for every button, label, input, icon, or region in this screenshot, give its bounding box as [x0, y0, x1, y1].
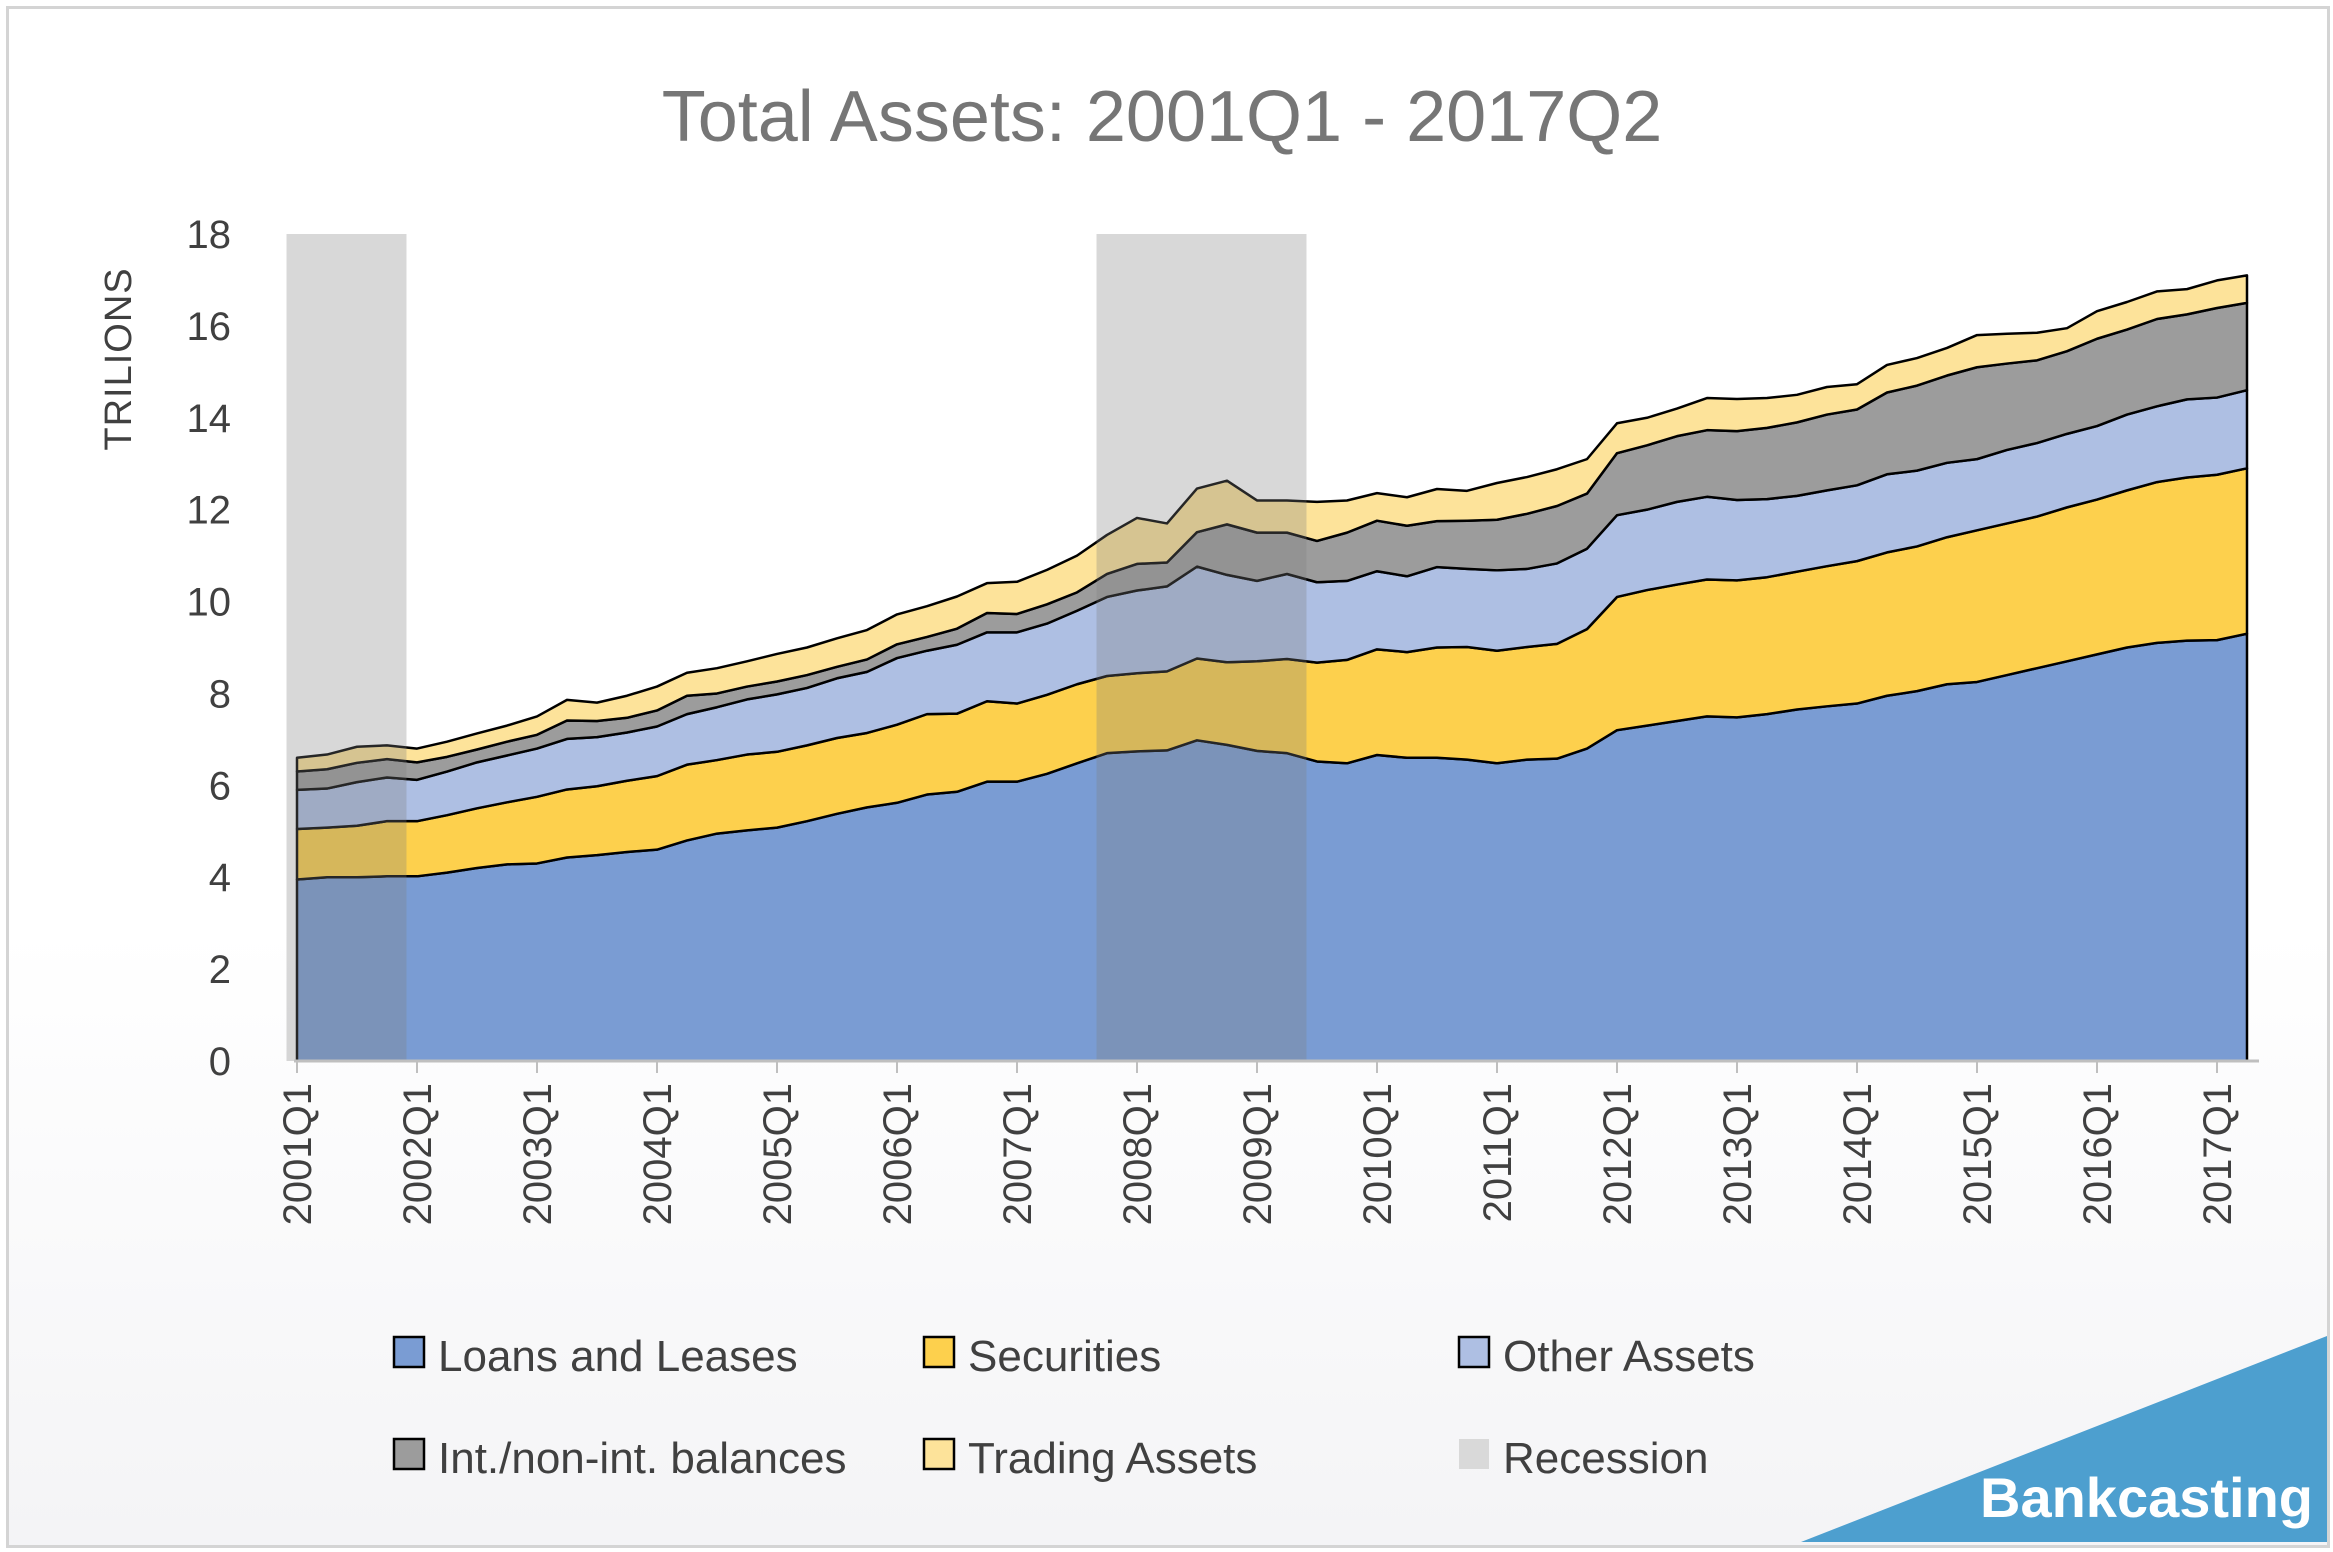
x-tick-label: 2004Q1	[636, 1083, 680, 1225]
x-tick-label: 2012Q1	[1596, 1083, 1640, 1225]
brand-banner: Bankcasting	[1801, 1336, 2327, 1542]
y-tick-label: 6	[209, 764, 231, 808]
legend-item: Int./non-int. balances	[392, 1434, 846, 1483]
y-tick-label: 2	[209, 948, 231, 992]
x-tick-label: 2008Q1	[1116, 1083, 1160, 1225]
legend-item: Other Assets	[1457, 1332, 1755, 1381]
x-tick-label: 2017Q1	[2196, 1083, 2240, 1225]
legend-label: Trading Assets	[968, 1434, 1257, 1483]
legend-item: Recession	[1459, 1434, 1708, 1483]
legend-label: Securities	[968, 1332, 1161, 1381]
x-tick-label: 2013Q1	[1716, 1083, 1760, 1225]
x-tick-label: 2003Q1	[516, 1083, 560, 1225]
chart-svg: Total Assets: 2001Q1 - 2017Q2 TRILIONS 0…	[98, 77, 2327, 1542]
chart-frame: Total Assets: 2001Q1 - 2017Q2 TRILIONS 0…	[6, 6, 2330, 1548]
x-tick-label: 2001Q1	[276, 1083, 320, 1225]
brand-logo-text: Bankcasting	[1980, 1466, 2313, 1529]
x-tick-label: 2014Q1	[1836, 1083, 1880, 1225]
y-tick-label: 12	[187, 489, 232, 533]
legend-label: Int./non-int. balances	[438, 1434, 846, 1483]
brand-triangle	[1801, 1336, 2327, 1542]
legend-item: Securities	[922, 1332, 1161, 1381]
legend-label: Other Assets	[1503, 1332, 1755, 1381]
x-tick-label: 2005Q1	[756, 1083, 800, 1225]
legend-item: Trading Assets	[922, 1434, 1257, 1483]
y-tick-label: 4	[209, 856, 231, 900]
legend-label: Recession	[1503, 1434, 1708, 1483]
legend-swatch	[1457, 1335, 1491, 1369]
x-tick-label: 2002Q1	[396, 1083, 440, 1225]
y-tick-label: 10	[187, 581, 232, 625]
legend-item: Loans and Leases	[392, 1332, 798, 1381]
y-tick-label: 8	[209, 672, 231, 716]
legend-swatch	[922, 1437, 956, 1471]
y-tick-label: 0	[209, 1040, 231, 1084]
legend-swatch	[1459, 1439, 1489, 1469]
legend: Loans and Leases Securities Other Assets In…	[392, 1332, 1755, 1483]
area-trading-assets	[295, 274, 2249, 773]
legend-swatch	[922, 1335, 956, 1369]
chart-title: Total Assets: 2001Q1 - 2017Q2	[662, 77, 1663, 157]
recession-band-1	[286, 234, 407, 1061]
x-tick-label: 2010Q1	[1356, 1083, 1400, 1225]
plot-area: 0 2 4 6 8 10 12 14 16 18 2001Q1 2002Q1 2003Q1 2004Q1 2…	[187, 213, 2259, 1225]
x-tick-label: 2006Q1	[876, 1083, 920, 1225]
x-tick-label: 2011Q1	[1476, 1083, 1520, 1222]
recession-band-2	[1096, 234, 1307, 1061]
y-tick-label: 16	[187, 305, 232, 349]
x-tick-label: 2009Q1	[1236, 1083, 1280, 1225]
x-tick-label: 2015Q1	[1956, 1083, 2000, 1225]
y-axis-label: TRILIONS	[98, 267, 140, 450]
y-tick-label: 18	[187, 213, 232, 257]
x-tick-label: 2016Q1	[2076, 1083, 2120, 1225]
legend-label: Loans and Leases	[438, 1332, 798, 1381]
x-tick-label: 2007Q1	[996, 1083, 1040, 1225]
legend-swatch	[392, 1437, 426, 1471]
y-tick-label: 14	[187, 397, 232, 441]
legend-swatch	[392, 1335, 426, 1369]
